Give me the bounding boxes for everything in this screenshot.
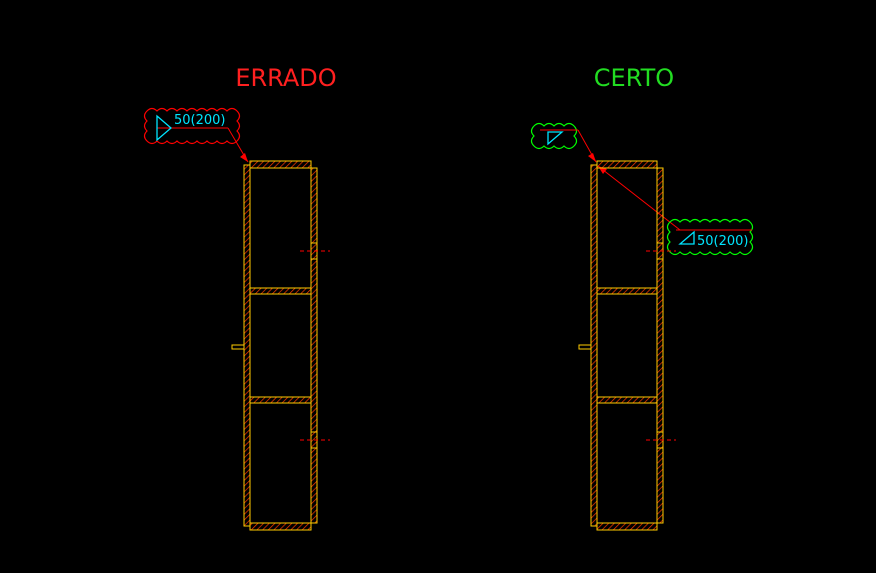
revision-cloud-right [666, 218, 754, 256]
leader-line-right-b [597, 165, 681, 231]
weld-symbol-wrong: 50(200) [156, 113, 228, 142]
revision-cloud-wrong [143, 107, 241, 145]
leader-arrowhead-icon [588, 153, 596, 162]
title-right: CERTO [594, 64, 674, 92]
steel-section-wrong [231, 160, 330, 531]
fillet-weld-triangle-icon [156, 114, 172, 142]
fillet-weld-triangle-icon [678, 230, 695, 245]
steel-section-right [578, 160, 676, 531]
leader-arrowhead-icon [240, 153, 248, 162]
weld-dimension-wrong: 50(200) [174, 113, 226, 128]
revision-cloud-right-small [530, 122, 578, 150]
weld-symbol-right: 50(200) [676, 229, 752, 249]
panel-right: CERTO 50(200) [530, 64, 754, 531]
panel-wrong: ERRADO 50(200) [143, 64, 337, 531]
title-wrong: ERRADO [235, 64, 336, 92]
fillet-weld-triangle-icon [547, 131, 564, 146]
weld-dimension-right: 50(200) [697, 234, 749, 249]
